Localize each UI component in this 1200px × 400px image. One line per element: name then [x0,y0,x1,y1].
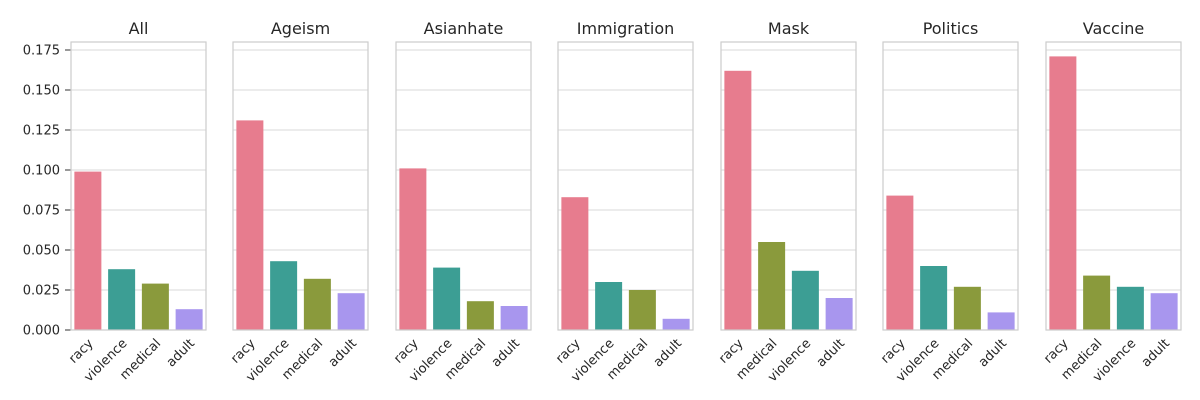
plot-frame [70,41,207,331]
bar-medical [141,283,169,330]
panel-title: Ageism [271,19,330,38]
bar-adult [175,309,203,330]
plot-frame [882,41,1019,331]
bar-medical [303,278,331,330]
x-tick-label: adult [651,336,685,370]
x-tick-label: adult [326,336,360,370]
x-tick-label: adult [164,336,198,370]
plot-frame [557,41,694,331]
bar-adult [1150,293,1178,330]
panel-title: Immigration [577,19,675,38]
x-tick-label: racy [391,336,422,367]
x-tick-label: racy [1041,336,1072,367]
bar-violence [791,270,819,330]
bar-racy [724,70,752,331]
bar-racy [561,197,589,330]
plot-frame [1045,41,1182,331]
y-tick-label: 0.100 [23,164,60,179]
x-tick-label: adult [1139,336,1173,370]
bar-medical [953,286,981,330]
y-tick-label: 0.050 [23,244,60,259]
x-tick-label: adult [489,336,523,370]
x-tick-label: racy [878,336,909,367]
y-tick-label: 0.025 [23,284,60,299]
x-tick-label: racy [553,336,584,367]
plot-frame [232,41,369,331]
bar-adult [987,312,1015,330]
bar-racy [74,171,102,330]
y-tick-label: 0.075 [23,204,60,219]
bar-racy [1049,56,1077,331]
x-tick-label: racy [66,336,97,367]
panel-title: Politics [923,19,979,38]
bar-adult [825,298,853,330]
bar-racy [886,195,914,330]
bar-racy [236,120,264,331]
panel-title: Asianhate [424,19,504,38]
plot-frame [395,41,532,331]
y-tick-label: 0.125 [23,124,60,139]
plot-frame [720,41,857,331]
bar-medical [758,242,786,330]
bar-adult [662,318,690,330]
bar-adult [337,293,365,330]
panel-all: 0.000 0.025 0.050 0.075 0.100 0.125 0.150 0.175… [23,19,207,385]
x-tick-label: adult [976,336,1010,370]
bar-violence [595,282,623,330]
bar-medical [466,301,494,330]
bar-medical [1083,275,1111,330]
bar-violence [108,269,136,330]
y-tick-label: 0.175 [23,44,60,59]
bar-violence [433,267,461,330]
bar-adult [500,306,528,330]
panel-title: Vaccine [1083,19,1145,38]
y-tick-label: 0.150 [23,84,60,99]
bar-racy [399,168,427,330]
bar-violence [270,261,298,330]
x-tick-label: racy [716,336,747,367]
bar-violence [1116,286,1144,330]
panel-title: Mask [768,19,810,38]
bar-violence [920,266,948,330]
y-tick-label: 0.000 [23,324,60,339]
x-tick-label: adult [814,336,848,370]
bar-medical [628,290,656,330]
x-tick-label: racy [228,336,259,367]
panel-title: All [129,19,149,38]
